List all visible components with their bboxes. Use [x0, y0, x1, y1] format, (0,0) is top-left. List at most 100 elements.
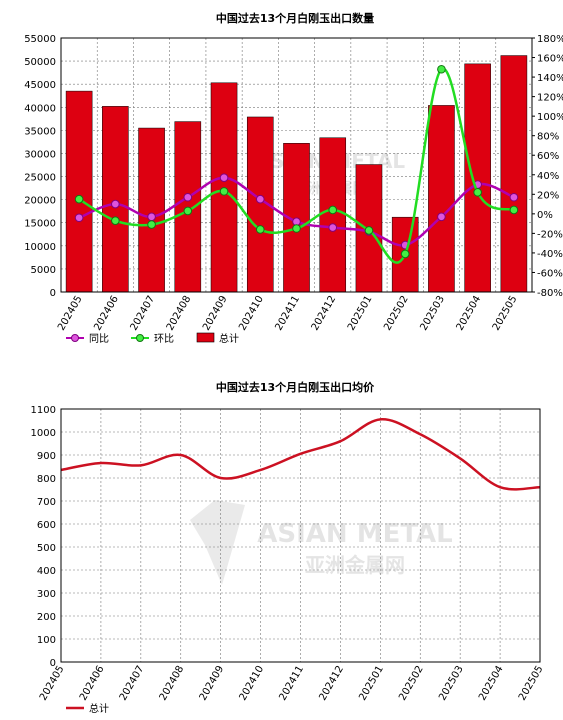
mom-point	[400, 249, 410, 259]
watermark: ASIAN METAL 亚洲金属网	[190, 500, 453, 585]
legend-total-swatch	[196, 332, 215, 343]
y-tick-label: 200	[37, 612, 56, 623]
x-tick-label: 202503	[437, 664, 466, 703]
y-tick-label: 45000	[24, 80, 56, 91]
mom-point	[74, 194, 84, 204]
y2-tick-label: -60%	[537, 268, 563, 279]
y2-tick-label: 160%	[537, 54, 563, 65]
y-tick-label: 50000	[24, 57, 56, 68]
x-tick-label: 202408	[165, 294, 194, 333]
price-legend: 总计	[66, 702, 109, 715]
x-tick-label: 202505	[517, 664, 546, 703]
yoy-point	[255, 194, 265, 204]
y-tick-label: 20000	[24, 196, 56, 207]
bar	[500, 55, 528, 293]
x-tick-label: 202501	[346, 294, 375, 333]
x-tick-label: 202411	[277, 664, 306, 703]
y-tick-label: 30000	[24, 149, 56, 160]
y-tick-label: 15000	[24, 219, 56, 230]
y-tick-label: 600	[37, 520, 56, 531]
x-tick-label: 202405	[38, 664, 67, 703]
mom-point	[509, 205, 519, 215]
price-series-line	[60, 418, 541, 491]
y-tick-label: 55000	[24, 34, 56, 45]
legend-mom-label: 环比	[154, 333, 174, 345]
y2-tick-label: 0%	[537, 210, 553, 221]
x-tick-label: 202412	[317, 664, 346, 703]
y-tick-label: 900	[37, 451, 56, 462]
y-tick-label: 35000	[24, 126, 56, 137]
x-tick-label: 202408	[158, 664, 187, 703]
mom-point	[292, 224, 301, 233]
legend-price-label: 总计	[89, 702, 109, 715]
x-tick-label: 202410	[237, 294, 266, 333]
y-tick-label: 700	[37, 497, 56, 508]
x-tick-label: 202504	[477, 664, 506, 703]
y-tick-label: 1100	[31, 405, 56, 416]
legend-yoy-marker	[71, 334, 79, 342]
quantity-legend: 同比 环比 总计	[66, 332, 239, 345]
y2-tick-label: 120%	[537, 93, 563, 104]
price-lines	[60, 418, 541, 491]
x-tick-label: 202503	[418, 294, 447, 333]
x-tick-label: 202502	[397, 664, 426, 703]
yoy-point	[74, 213, 84, 223]
mom-point	[437, 64, 446, 74]
y2-tick-label: 40%	[537, 171, 559, 182]
x-tick-label: 202407	[118, 664, 147, 703]
y2-tick-label: 140%	[537, 73, 563, 84]
quantity-bars	[65, 55, 528, 293]
yoy-point	[147, 212, 156, 222]
y-tick-label: 400	[37, 566, 56, 577]
bar	[464, 63, 491, 293]
x-tick-label: 202405	[56, 294, 85, 333]
x-tick-label: 202406	[92, 294, 121, 333]
x-tick-label: 202406	[78, 664, 107, 703]
y2-tick-label: 20%	[537, 190, 559, 201]
legend-total-label: 总计	[219, 332, 239, 345]
y-tick-label: 40000	[24, 103, 56, 114]
y-tick-label: 300	[37, 589, 56, 600]
x-tick-label: 202411	[273, 294, 302, 333]
y-tick-label: 25000	[24, 173, 56, 184]
y2-tick-label: -80%	[537, 288, 563, 299]
y-tick-label: 1000	[31, 428, 56, 439]
y-tick-label: 800	[37, 474, 56, 485]
x-tick-label: 202409	[198, 664, 227, 703]
watermark-text-en: ASIAN METAL	[257, 519, 453, 549]
x-tick-label: 202502	[382, 294, 411, 333]
yoy-point	[509, 192, 519, 202]
y2-tick-label: 100%	[537, 112, 563, 123]
plot-frame	[60, 408, 541, 663]
legend-mom-marker	[136, 334, 144, 342]
legend-yoy-label: 同比	[89, 333, 109, 345]
x-tick-label: 202501	[357, 664, 386, 703]
x-tick-label: 202505	[491, 294, 520, 333]
mom-point	[364, 226, 374, 235]
y2-tick-label: 80%	[537, 132, 559, 143]
mom-point	[219, 187, 229, 196]
y-tick-label: 500	[37, 543, 56, 554]
y2-tick-label: 180%	[537, 34, 563, 45]
quantity-chart: 中国过去13个月白刚玉出口数量 ASIAN METAL 亚洲金属网 050001…	[24, 11, 563, 345]
y2-tick-label: -20%	[537, 229, 563, 240]
bar	[428, 105, 455, 293]
x-tick-label: 202409	[201, 294, 230, 333]
yoy-point	[437, 212, 446, 222]
y-tick-label: 5000	[31, 265, 56, 276]
mom-point	[255, 225, 265, 234]
x-tick-label: 202412	[310, 294, 339, 333]
mom-point	[328, 205, 338, 215]
yoy-point	[111, 199, 120, 209]
y2-tick-label: -40%	[537, 249, 563, 260]
price-chart-title: 中国过去13个月白刚玉出口均价	[216, 380, 375, 394]
y-tick-label: 10000	[24, 242, 56, 253]
mom-point	[183, 206, 193, 216]
mom-point	[473, 188, 482, 197]
x-tick-label: 202410	[238, 664, 267, 703]
mom-series-line	[78, 67, 515, 264]
plot-frame	[60, 37, 533, 293]
y-tick-label: 0	[50, 288, 56, 299]
y-tick-label: 0	[50, 658, 56, 669]
